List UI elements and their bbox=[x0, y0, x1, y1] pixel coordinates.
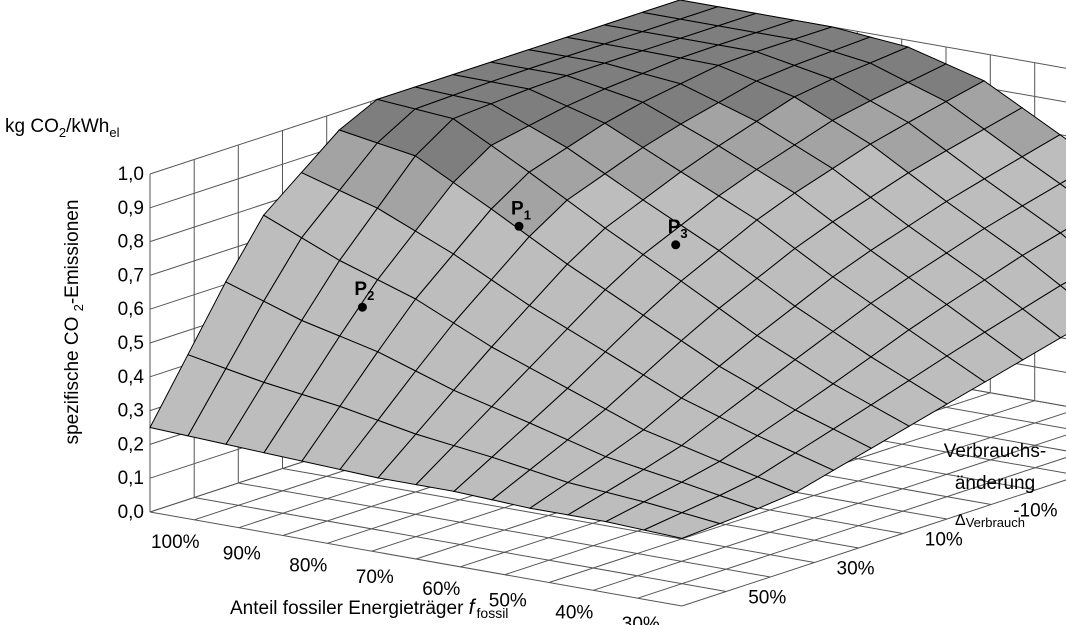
point-label: P1 bbox=[511, 198, 531, 222]
surface-mesh bbox=[149, 0, 1066, 539]
x-tick-label: 50% bbox=[489, 591, 527, 612]
z-tick-label: 0,7 bbox=[118, 265, 144, 286]
x-tick-label: 40% bbox=[555, 602, 593, 623]
z-tick-label: 1,0 bbox=[118, 164, 144, 185]
z-tick-label: 0,6 bbox=[118, 299, 144, 320]
surface-patch bbox=[1059, 179, 1066, 189]
x-tick-label: 30% bbox=[622, 614, 660, 625]
y-tick-label: 50% bbox=[748, 588, 786, 609]
z-tick-label: 0,3 bbox=[118, 401, 144, 422]
data-points: P1 P2 P3 bbox=[354, 198, 688, 312]
x-tick-label: 70% bbox=[356, 567, 394, 588]
z-tick-label: 0,2 bbox=[118, 434, 144, 455]
surface-patch bbox=[642, 512, 722, 539]
point-label: P3 bbox=[668, 217, 688, 241]
z-tick-label: 0,9 bbox=[118, 198, 144, 219]
point-marker bbox=[514, 221, 524, 231]
y-axis-title-line2: änderung bbox=[955, 473, 1035, 494]
surface-patch bbox=[1059, 281, 1066, 291]
floor-gridline bbox=[238, 482, 771, 578]
z-tick-label: 0,4 bbox=[118, 367, 145, 388]
point-marker bbox=[671, 240, 681, 250]
y-axis-symbol: ΔVerbrauch bbox=[955, 512, 1025, 530]
floor-gridline bbox=[194, 497, 727, 592]
y-tick-label: -10% bbox=[1013, 501, 1057, 522]
axis-labels: kg CO2/kWhel spezifische CO 2-Emissionen… bbox=[5, 116, 1058, 625]
y-tick-label: 10% bbox=[925, 530, 963, 551]
surface-patch bbox=[1059, 228, 1066, 239]
x-tick-label: 100% bbox=[151, 532, 200, 553]
x-axis-title: Anteil fossiler Energieträger f fossil bbox=[230, 596, 508, 621]
point-marker bbox=[357, 302, 367, 312]
x-tick-label: 60% bbox=[422, 579, 460, 600]
z-tick-label: 0,5 bbox=[118, 333, 144, 354]
unit-label: kg CO2/kWhel bbox=[5, 116, 120, 140]
floor-gridline bbox=[149, 511, 683, 607]
z-tick-label: 0,0 bbox=[118, 502, 144, 523]
z-axis-title: spezifische CO 2-Emissionen bbox=[62, 200, 86, 445]
floor-gridline bbox=[282, 468, 815, 563]
y-tick-label: 30% bbox=[837, 559, 875, 580]
x-tick-label: 80% bbox=[289, 555, 327, 576]
x-tick-label: 90% bbox=[223, 544, 261, 565]
point-label: P2 bbox=[354, 279, 374, 303]
y-axis-title-line1: Verbrauchs- bbox=[944, 441, 1046, 462]
z-tick-label: 0,1 bbox=[118, 468, 144, 489]
z-tick-label: 0,8 bbox=[118, 232, 144, 253]
